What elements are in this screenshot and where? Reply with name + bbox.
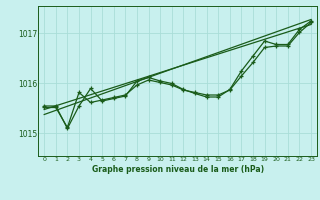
X-axis label: Graphe pression niveau de la mer (hPa): Graphe pression niveau de la mer (hPa) [92, 165, 264, 174]
